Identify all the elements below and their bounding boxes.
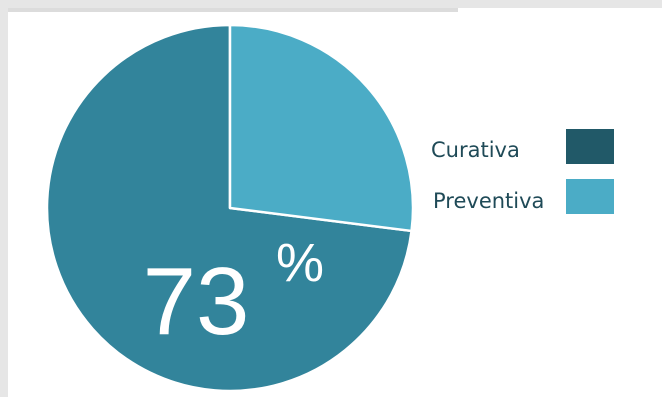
pie-slice-preventiva xyxy=(228,23,415,233)
pie-center-value: 73 xyxy=(143,248,250,355)
legend-swatch-preventiva xyxy=(566,179,614,214)
legend: Curativa Preventiva xyxy=(431,129,614,214)
pie-center-percent-symbol: % xyxy=(276,233,324,293)
legend-label-preventiva: Preventiva xyxy=(433,189,544,213)
legend-label-curativa: Curativa xyxy=(431,138,520,162)
pie-slices xyxy=(45,23,415,393)
panel-top-edge xyxy=(8,8,458,12)
legend-swatch-curativa xyxy=(566,129,614,164)
